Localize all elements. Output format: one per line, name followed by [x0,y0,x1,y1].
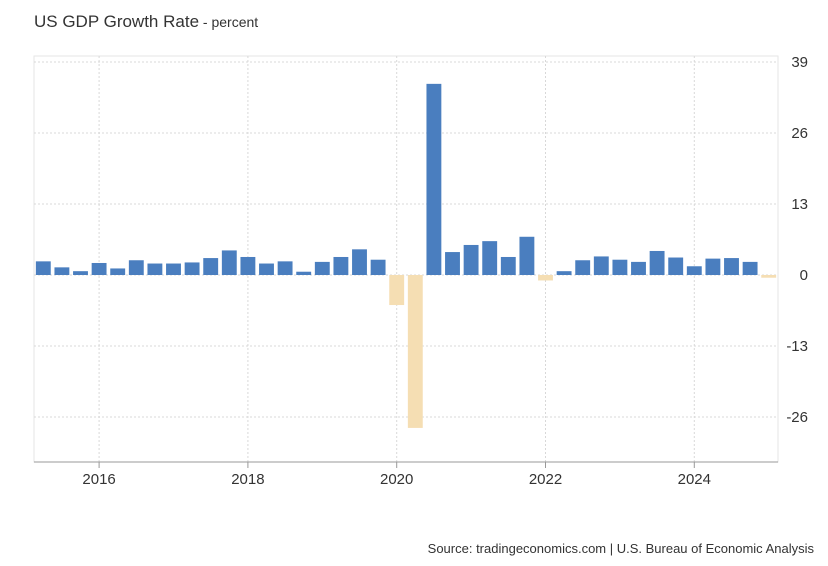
bar-2018-q4 [296,271,312,275]
bar-2019-q4 [370,259,386,275]
chart-title-row: US GDP Growth Rate - percent [34,12,258,32]
plot-frame [33,55,779,463]
x-tick-label: 2016 [82,471,115,488]
bar-2024-q3 [724,258,739,275]
bar-2019-q1 [314,261,330,275]
y-tick-label: 26 [791,125,808,142]
y-tick-label: 39 [791,54,808,71]
bar-2024-q1 [686,266,702,275]
bar-2015-q2 [35,261,51,275]
bar-2017-q4 [221,250,237,275]
bar-2017-q2 [184,262,200,275]
bar-2020-q4 [445,252,460,275]
y-tick-label: 0 [800,267,808,284]
bar-2023-q1 [612,259,628,275]
bars [35,83,777,428]
tick-labels: 39 26 13 0 -13 -26 2016 2018 2020 2022 2024 [82,54,808,488]
bar-2022-q3 [575,260,591,275]
chart-subtitle: - percent [199,14,259,30]
source-note: Source: tradingeconomics.com | U.S. Bure… [427,541,814,556]
bar-2018-q1 [240,256,256,275]
bar-2020-q1 [389,275,405,306]
bar-2023-q4 [668,257,684,275]
bar-2022-q1 [538,275,553,281]
bar-2020-q3 [426,83,442,275]
x-tick-label: 2020 [380,471,413,488]
bar-2015-q3 [54,267,70,275]
bar-2023-q2 [631,261,646,275]
x-tick-label: 2024 [678,471,711,488]
gridlines [33,55,779,463]
bar-2017-q3 [203,258,219,275]
bar-2018-q3 [277,261,293,275]
bar-2016-q2 [110,268,126,275]
bar-2021-q4 [519,236,535,275]
bar-2024-q2 [705,258,721,275]
bar-2018-q2 [259,263,274,275]
bar-2015-q4 [73,271,88,275]
bar-2016-q1 [91,262,107,275]
chart-title: US GDP Growth Rate [34,12,200,31]
bar-2019-q3 [352,249,367,275]
bar-2021-q2 [482,241,498,275]
y-tick-label: -13 [786,338,808,355]
bar-2021-q3 [500,256,516,275]
axes [34,461,778,468]
bar-2025-q1 [761,275,777,278]
bar-2023-q3 [649,250,665,275]
bar-2022-q4 [593,256,609,275]
bar-2020-q2 [407,275,423,428]
y-tick-label: 13 [791,196,808,213]
bar-2016-q3 [128,260,144,275]
bar-2017-q1 [166,263,181,275]
bar-2016-q4 [147,263,163,275]
bar-2019-q2 [333,256,349,275]
y-tick-label: -26 [786,409,808,426]
bar-2024-q4 [742,261,758,275]
x-tick-label: 2018 [231,471,264,488]
x-tick-label: 2022 [529,471,562,488]
bar-2022-q2 [556,271,572,275]
bar-2021-q1 [463,244,479,275]
